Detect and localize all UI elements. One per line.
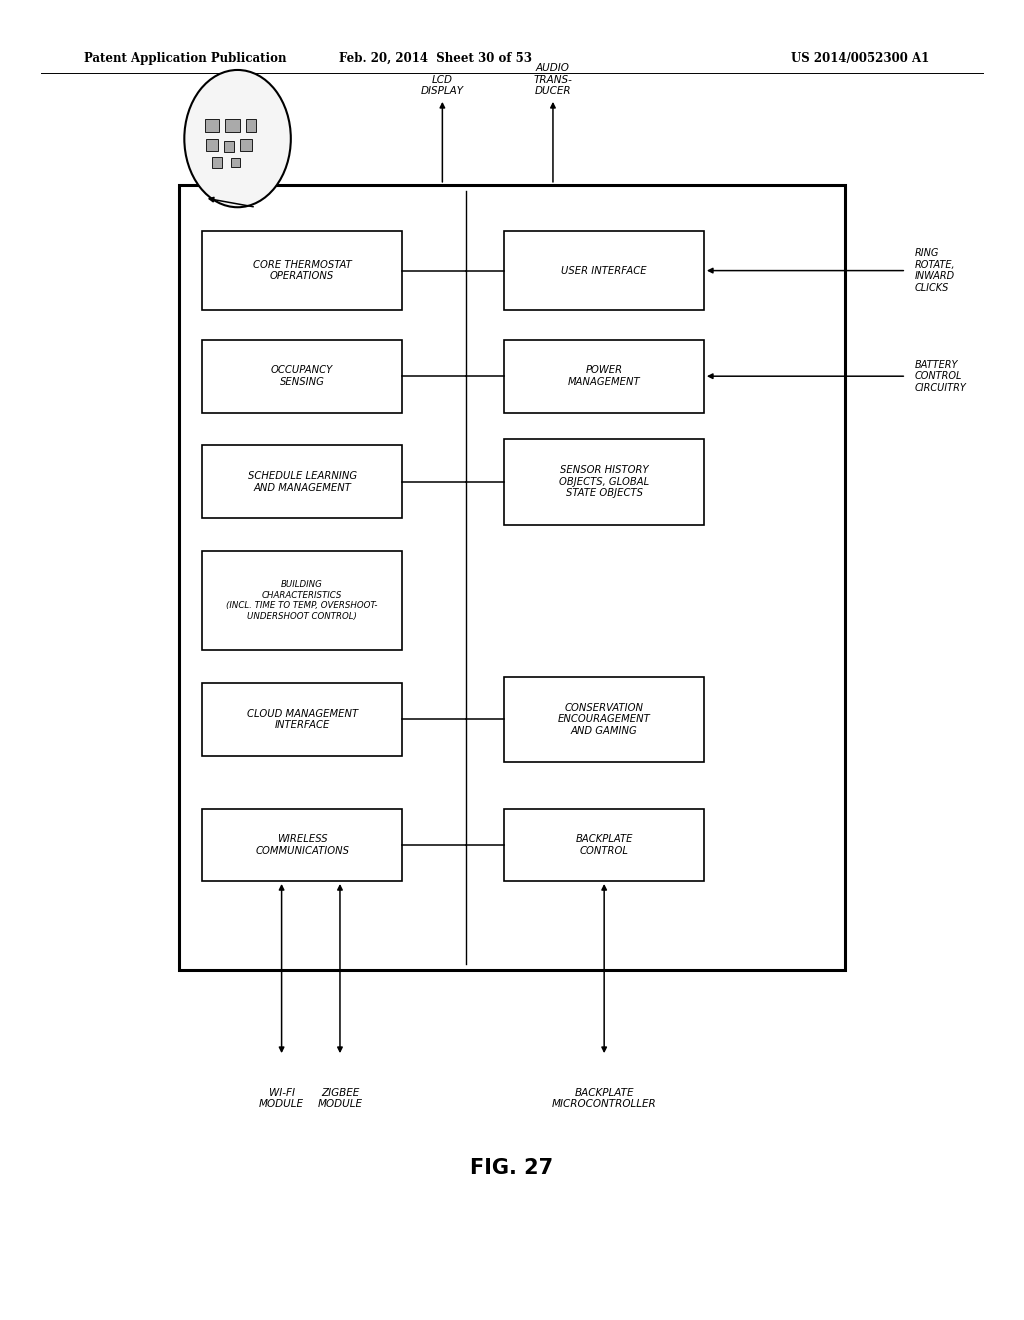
Text: ZIGBEE
MODULE: ZIGBEE MODULE xyxy=(317,1088,362,1109)
Text: US 2014/0052300 A1: US 2014/0052300 A1 xyxy=(791,51,930,65)
Text: SENSOR HISTORY
OBJECTS, GLOBAL
STATE OBJECTS: SENSOR HISTORY OBJECTS, GLOBAL STATE OBJ… xyxy=(559,465,649,499)
Bar xyxy=(504,231,705,310)
Bar xyxy=(231,158,240,168)
Text: USER INTERFACE: USER INTERFACE xyxy=(561,265,647,276)
Bar xyxy=(240,139,252,150)
Bar xyxy=(504,438,705,524)
Text: CONSERVATION
ENCOURAGEMENT
AND GAMING: CONSERVATION ENCOURAGEMENT AND GAMING xyxy=(558,702,650,737)
Text: RING
ROTATE,
INWARD
CLICKS: RING ROTATE, INWARD CLICKS xyxy=(914,248,955,293)
Bar xyxy=(212,157,222,168)
Text: FIG. 27: FIG. 27 xyxy=(470,1158,554,1179)
Text: AUDIO
TRANS-
DUCER: AUDIO TRANS- DUCER xyxy=(534,63,572,96)
Bar xyxy=(504,808,705,882)
Bar xyxy=(205,119,219,132)
Bar xyxy=(504,339,705,412)
Text: LCD
DISPLAY: LCD DISPLAY xyxy=(421,75,464,96)
Text: WIRELESS
COMMUNICATIONS: WIRELESS COMMUNICATIONS xyxy=(255,834,349,855)
Bar xyxy=(202,445,401,517)
Text: WI-FI
MODULE: WI-FI MODULE xyxy=(259,1088,304,1109)
Text: BACKPLATE
CONTROL: BACKPLATE CONTROL xyxy=(575,834,633,855)
Circle shape xyxy=(184,70,291,207)
Bar xyxy=(202,339,401,412)
Text: SCHEDULE LEARNING
AND MANAGEMENT: SCHEDULE LEARNING AND MANAGEMENT xyxy=(248,471,356,492)
Text: Patent Application Publication: Patent Application Publication xyxy=(84,51,287,65)
Bar xyxy=(202,231,401,310)
Bar xyxy=(224,141,234,152)
Text: CORE THERMOSTAT
OPERATIONS: CORE THERMOSTAT OPERATIONS xyxy=(253,260,351,281)
Text: BATTERY
CONTROL
CIRCUITRY: BATTERY CONTROL CIRCUITRY xyxy=(914,359,967,393)
Text: POWER
MANAGEMENT: POWER MANAGEMENT xyxy=(568,366,640,387)
Bar xyxy=(202,684,401,755)
Text: Feb. 20, 2014  Sheet 30 of 53: Feb. 20, 2014 Sheet 30 of 53 xyxy=(339,51,531,65)
Text: OCCUPANCY
SENSING: OCCUPANCY SENSING xyxy=(271,366,333,387)
Text: CLOUD MANAGEMENT
INTERFACE: CLOUD MANAGEMENT INTERFACE xyxy=(247,709,357,730)
Bar xyxy=(179,185,845,970)
Bar xyxy=(206,139,218,150)
Bar xyxy=(504,677,705,763)
Text: BACKPLATE
MICROCONTROLLER: BACKPLATE MICROCONTROLLER xyxy=(552,1088,656,1109)
Bar xyxy=(225,119,240,132)
Bar xyxy=(246,119,256,132)
Bar xyxy=(202,552,401,649)
Text: BUILDING
CHARACTERISTICS
(INCL. TIME TO TEMP, OVERSHOOT-
UNDERSHOOT CONTROL): BUILDING CHARACTERISTICS (INCL. TIME TO … xyxy=(226,581,378,620)
Bar xyxy=(202,808,401,882)
